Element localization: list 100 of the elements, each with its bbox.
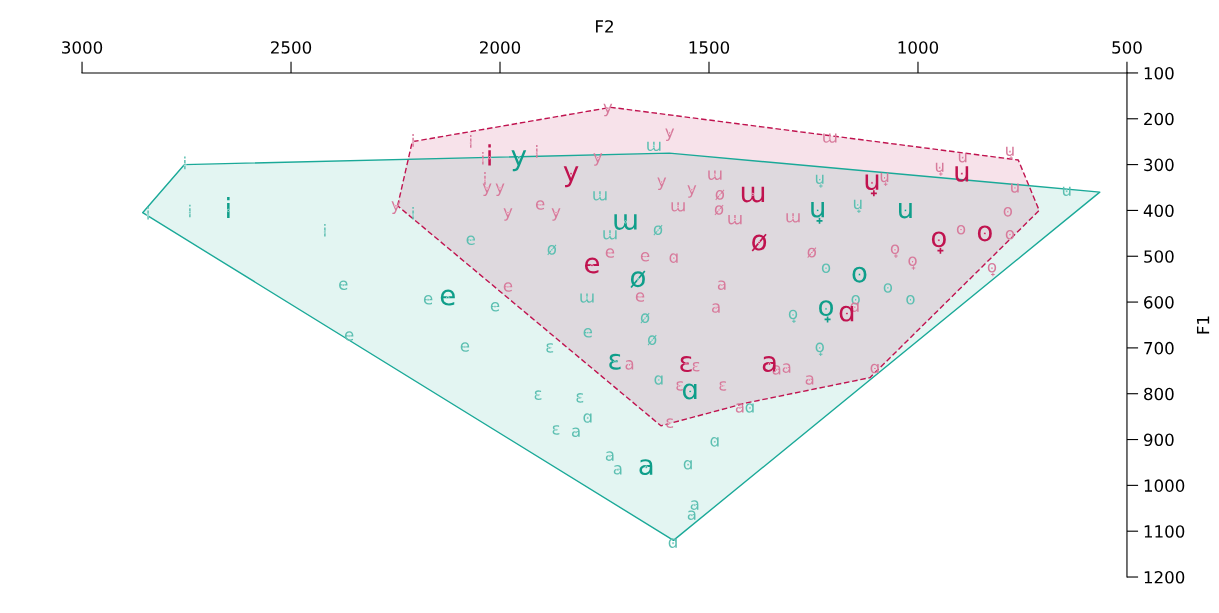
x-tick-label: 2500 (271, 41, 312, 54)
data-label: ø (547, 244, 557, 256)
data-label: ɯ (603, 230, 617, 240)
y-tick-label: 700 (1144, 341, 1174, 355)
data-label: ø (751, 233, 767, 252)
data-label: y (551, 208, 561, 221)
data-label: e (440, 289, 455, 306)
data-label: ɑ (683, 460, 692, 470)
data-label: e (583, 328, 593, 338)
y-tick-label: 100 (1144, 66, 1174, 80)
data-label: y (482, 183, 492, 197)
data-label: ɛ (576, 393, 584, 403)
data-label: u̟ (880, 172, 889, 186)
data-label: u (955, 165, 969, 182)
data-label: u̟ (811, 201, 824, 224)
data-label: e (460, 342, 470, 352)
data-label: ɯ (708, 170, 722, 180)
data-label: y (593, 153, 603, 166)
data-label: e (423, 295, 433, 305)
y-tick-label: 1200 (1144, 570, 1185, 584)
y-tick-label: 1000 (1144, 479, 1185, 492)
data-label: ø (714, 204, 724, 216)
data-label: a (717, 280, 726, 290)
data-label: o (977, 225, 992, 242)
x-tick-label: 1000 (898, 41, 939, 54)
data-label: y (503, 208, 513, 221)
data-label: e (339, 280, 348, 290)
data-label: o (1005, 229, 1015, 240)
y-tick-label: 400 (1143, 204, 1174, 217)
data-label: y (687, 185, 697, 198)
data-label: ɯ (671, 202, 685, 212)
data-label: a (735, 403, 744, 413)
data-label: ø (647, 334, 657, 346)
data-label: i (227, 196, 230, 219)
data-label: ɛ (546, 343, 554, 353)
data-label: u̟ (815, 174, 824, 188)
data-label: e (503, 282, 513, 292)
data-label: ɑ (668, 538, 677, 548)
data-label: o̟ (788, 309, 798, 323)
data-label: ø (653, 224, 663, 236)
data-label: a (687, 510, 696, 520)
data-label: ɯ (647, 141, 661, 152)
data-label: u̟ (853, 199, 862, 213)
data-label: o̟ (815, 342, 824, 356)
y-tick-label: 800 (1144, 387, 1174, 401)
data-label: u̟ (865, 174, 879, 197)
data-label: ɑ (710, 437, 719, 447)
data-label: ɯ (786, 213, 800, 223)
data-label: a (782, 363, 791, 373)
data-label: ɛ (680, 356, 692, 372)
data-label: ɑ (654, 375, 663, 385)
data-label: u (958, 152, 967, 163)
data-label: o̟ (987, 262, 997, 277)
data-label: o (821, 263, 831, 273)
y-tick-label: 1100 (1144, 525, 1185, 538)
data-label: i (488, 144, 491, 166)
data-label: ɛ (719, 381, 727, 391)
x-tick-label: 3000 (62, 41, 103, 54)
data-label: a (639, 459, 653, 476)
data-label: ɯ (614, 214, 637, 230)
data-label: o̟ (931, 231, 946, 254)
data-label: u̟ (1006, 146, 1014, 160)
data-label: o (906, 295, 915, 305)
data-label: a (711, 303, 720, 313)
data-label: u (1011, 183, 1019, 193)
y-tick-label: 300 (1144, 158, 1174, 172)
data-label: o̟ (890, 244, 900, 258)
y-tick-label: 900 (1143, 433, 1174, 447)
data-label: a (605, 451, 614, 461)
y-tick-label: 200 (1144, 112, 1174, 126)
data-label: o̟ (819, 300, 834, 323)
y-tick-label: 600 (1144, 296, 1174, 309)
data-label: y (563, 166, 579, 188)
data-label: a (571, 427, 580, 438)
x-tick-label: 500 (1112, 41, 1142, 54)
data-label: ɑ (682, 383, 697, 400)
data-label: u̟ (935, 162, 944, 176)
data-label: a (690, 500, 699, 510)
data-label: ɯ (593, 191, 607, 201)
data-label: ɯ (741, 186, 765, 203)
data-label: ø (640, 312, 650, 324)
y-axis-title: F1 (1196, 316, 1210, 334)
x-tick-label: 1500 (689, 41, 730, 54)
data-label: y (495, 183, 505, 197)
data-label: ɑ (669, 253, 678, 263)
data-label: u (899, 202, 912, 219)
data-label: y (665, 128, 675, 142)
data-label: ɯ (728, 215, 742, 225)
data-label: e (584, 257, 600, 274)
data-label: o (883, 283, 893, 293)
data-label: o (956, 224, 966, 235)
y-tick-label: 500 (1144, 250, 1174, 263)
x-axis-title: F2 (596, 20, 613, 33)
data-label: ø (807, 247, 817, 258)
data-label: o (1003, 207, 1013, 217)
data-label: ɛ (609, 353, 621, 370)
data-label: o̟ (908, 256, 917, 270)
data-label: ɑ (745, 403, 754, 413)
data-label: ɛ (676, 381, 684, 391)
data-label: y (657, 177, 667, 191)
